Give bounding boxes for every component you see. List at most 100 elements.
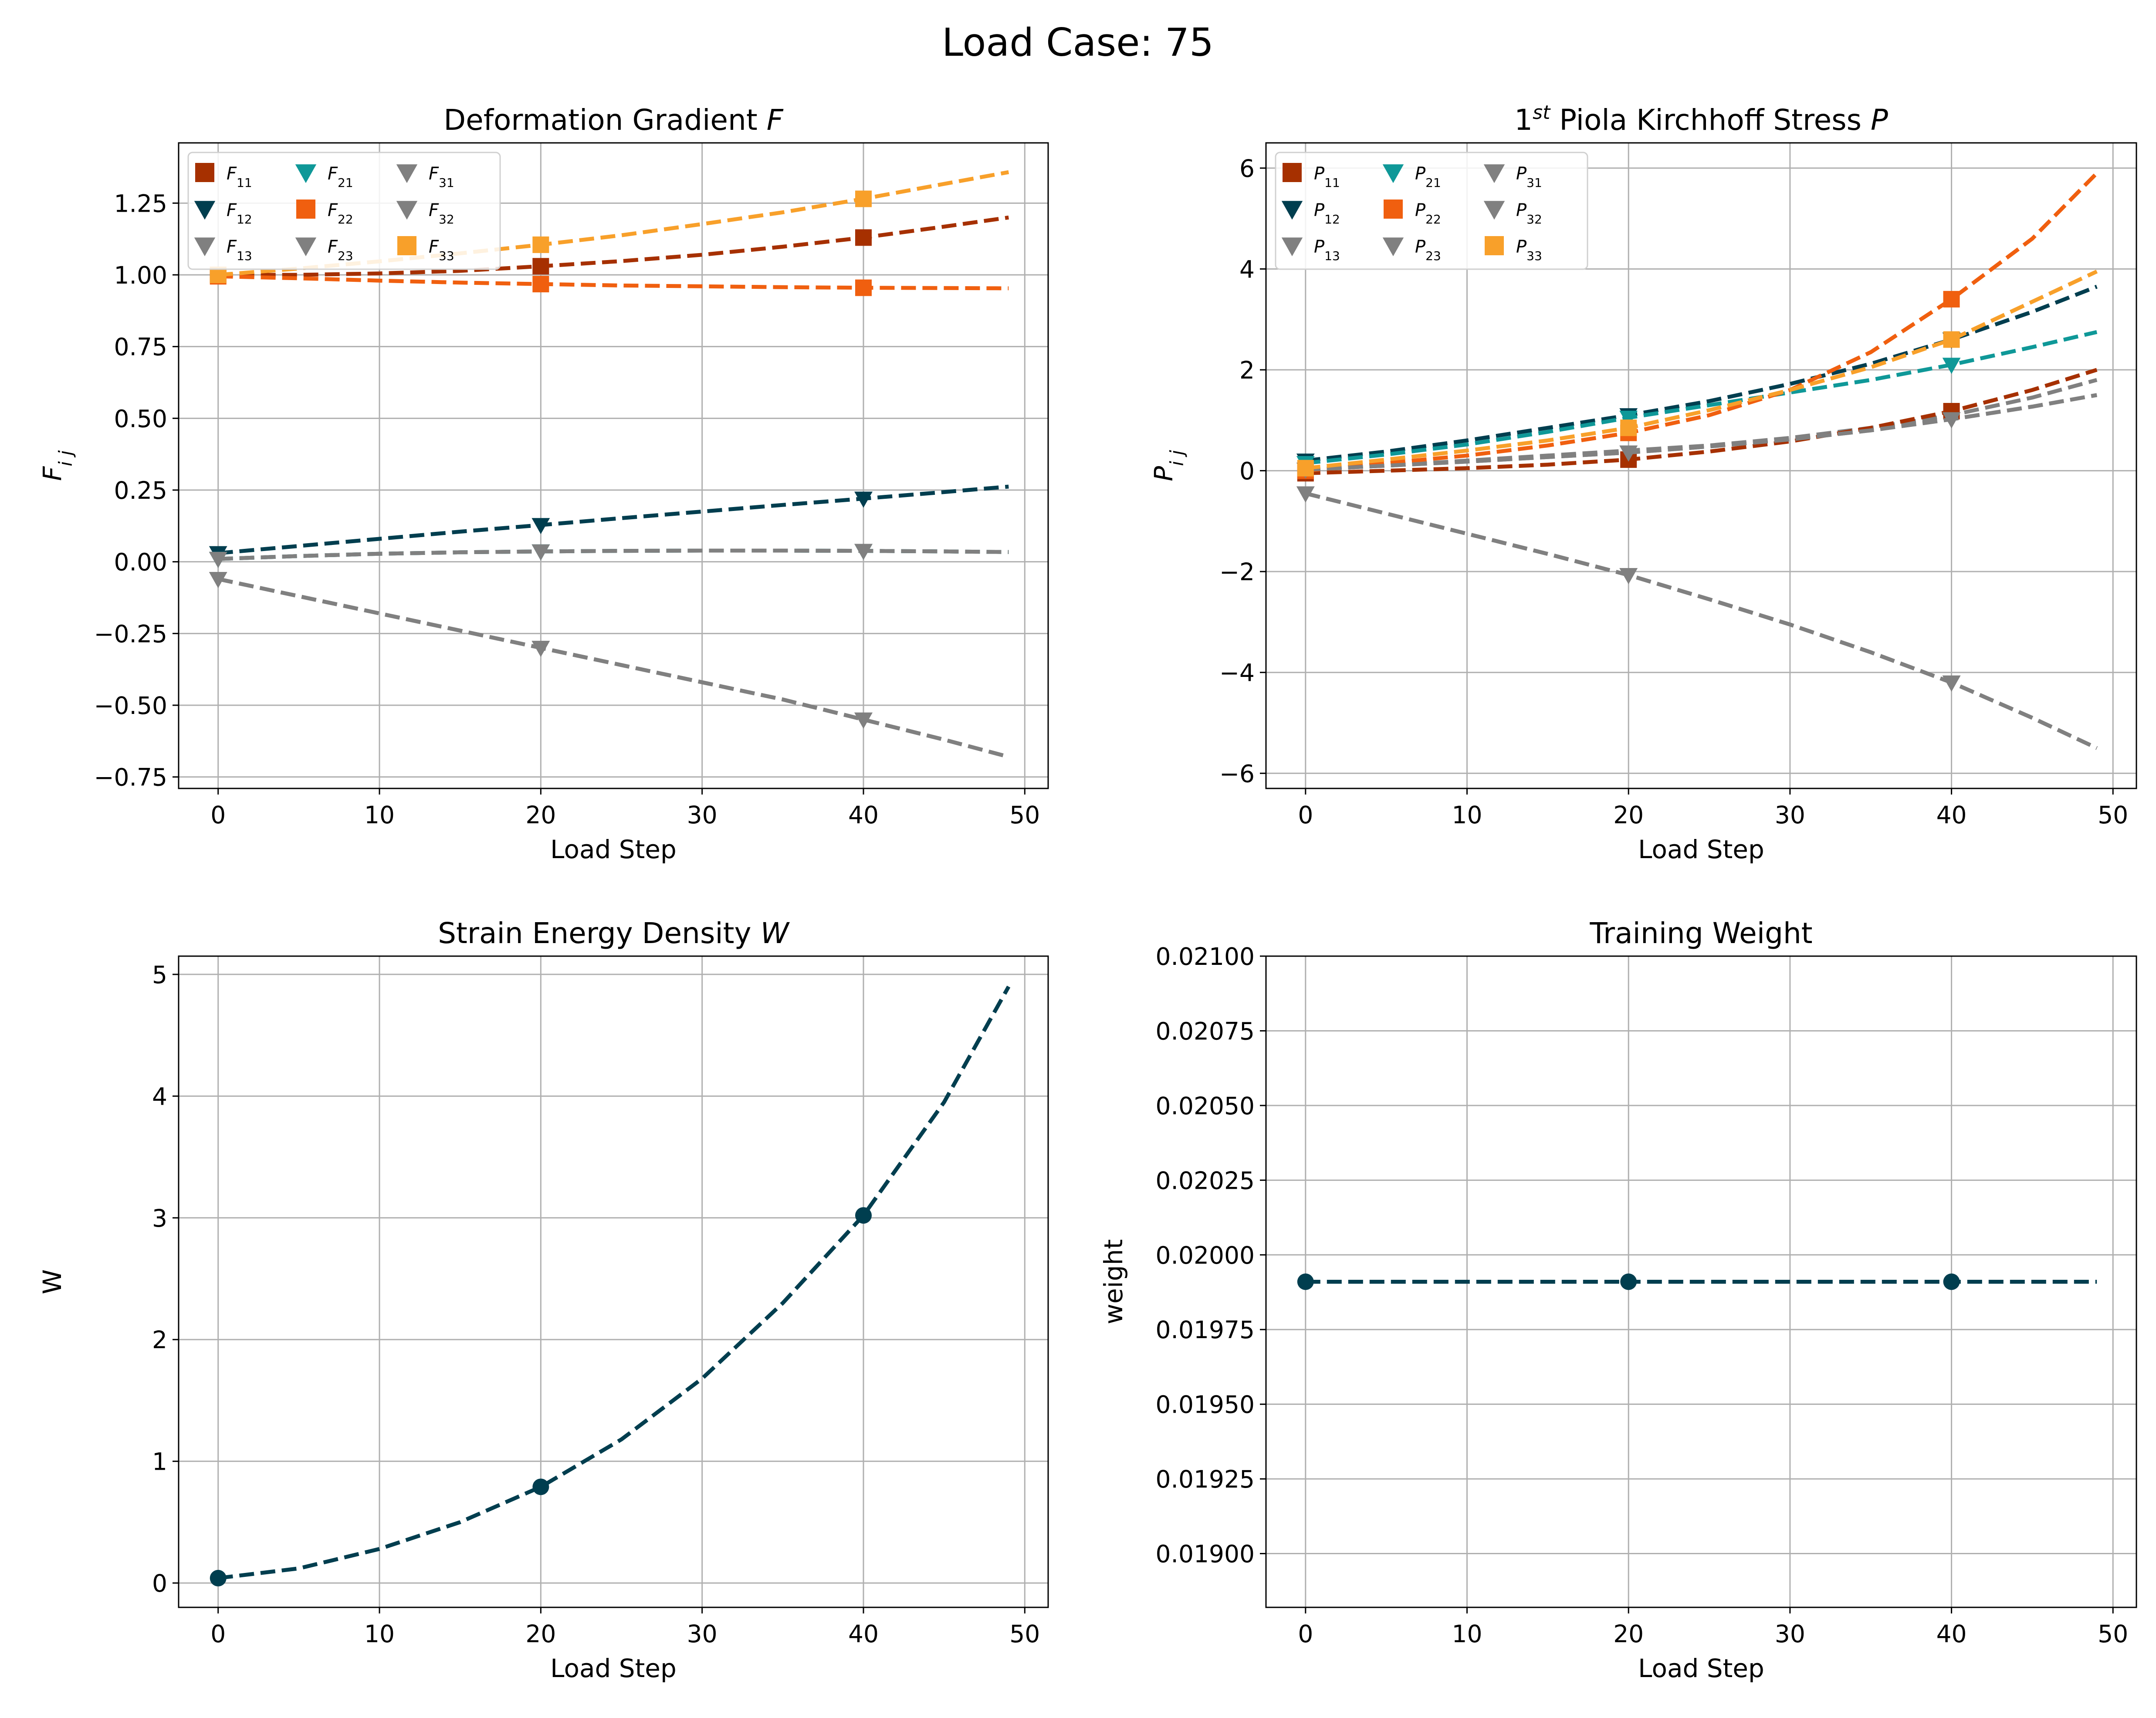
y-tick-label: −0.75 (94, 764, 167, 791)
legend-label: F13 (227, 237, 252, 263)
title-part: st (1533, 101, 1551, 124)
data-point-F11 (855, 229, 872, 246)
data-point-F33 (532, 236, 549, 253)
legend-label: F21 (328, 164, 353, 190)
y-tick-label: 6 (1239, 155, 1255, 183)
legend-item-F32: F32 (396, 200, 454, 227)
legend-label: P22 (1415, 200, 1441, 227)
legend-label-main: F (429, 200, 439, 220)
y-tick-label: 0.01950 (1156, 1391, 1255, 1419)
y-tick-label: −6 (1219, 760, 1255, 788)
title-part: W (761, 916, 790, 950)
x-tick-label: 20 (1613, 1620, 1644, 1648)
series-line-F22 (218, 274, 1009, 291)
y-tick-label: −4 (1219, 659, 1255, 687)
legend-label: F23 (328, 237, 353, 263)
data-point-weight (1943, 1273, 1960, 1290)
axes-frame (178, 955, 1049, 1608)
x-tick-label: 0 (210, 1620, 226, 1648)
y-tick-label: 2 (1239, 356, 1255, 384)
y-tick-label: 0.50 (114, 405, 167, 433)
y-axis-label-main: weight (1099, 1239, 1128, 1325)
data-point-F23 (854, 544, 873, 560)
y-tick-label: 0.02000 (1156, 1241, 1255, 1269)
data-point-F23 (531, 544, 550, 561)
legend-label-sub: 23 (338, 249, 353, 263)
axes-frame (1265, 955, 2137, 1608)
data-point-W (210, 1569, 227, 1586)
y-tick-label: 1.00 (114, 261, 167, 289)
chart-P: 0 10 20 30 40 50 −6 −4 −2 0 2 4 6 1st Piola Kirchhoff… (1149, 101, 2137, 864)
legend-item-P23: P23 (1382, 237, 1441, 263)
series-line-P21 (1305, 330, 2098, 465)
y-tick-label: 0.75 (114, 333, 167, 361)
legend-item-P13: P13 (1281, 237, 1340, 263)
legend-label: F32 (429, 200, 454, 227)
title-part: Deformation Gradient (443, 103, 766, 137)
y-axis-label: Fi j (37, 450, 76, 481)
x-tick-label: 0 (1298, 1620, 1313, 1648)
data-point-P32 (1942, 675, 1961, 692)
data-point-F33 (855, 190, 872, 207)
y-tick-label: 1.25 (114, 189, 167, 217)
legend-label-sub: 32 (439, 212, 454, 227)
series-line-P32 (1305, 491, 2098, 750)
legend-label-main: F (328, 164, 338, 184)
x-tick-label: 30 (687, 1620, 718, 1648)
legend-label-main: F (429, 237, 439, 257)
legend-label-main: P (1516, 200, 1527, 220)
y-tick-label: 0 (152, 1569, 167, 1597)
legend-item-F12: F12 (194, 200, 252, 227)
legend-item-P11: P11 (1283, 163, 1340, 190)
title-part: Strain Energy Density (438, 916, 760, 950)
legend-label: F11 (227, 164, 252, 190)
legend-item-F21: F21 (295, 164, 353, 190)
y-tick-label: 5 (152, 961, 167, 989)
axes-title: Deformation Gradient F (443, 103, 783, 137)
legend-frame (187, 152, 501, 270)
x-tick-label: 0 (1298, 801, 1313, 829)
y-axis-label-main: W (37, 1269, 67, 1294)
legend-label: F33 (429, 237, 454, 263)
x-tick-label: 50 (1009, 801, 1040, 829)
series-line-P12 (1305, 284, 2098, 463)
y-tick-label: 0.02100 (1156, 943, 1255, 971)
x-tick-label: 40 (1936, 1620, 1967, 1648)
legend-item-P12: P12 (1281, 200, 1340, 227)
y-axis-label: W (37, 1269, 67, 1294)
legend-item-F31: F31 (396, 164, 454, 190)
series-line-F11 (218, 215, 1009, 277)
x-axis-label: Load Step (1638, 835, 1764, 864)
legend-item-P31: P31 (1483, 164, 1542, 190)
legend-frame (1275, 152, 1588, 270)
legend-label: P23 (1415, 237, 1441, 263)
x-tick-label: 30 (1775, 1620, 1805, 1648)
series-line-P33 (1305, 270, 2098, 470)
legend-item-F23: F23 (295, 237, 353, 263)
series-line-W (218, 985, 1011, 1580)
legend-marker (396, 201, 418, 220)
data-point-weight (1297, 1273, 1314, 1290)
plot-area (1296, 172, 2098, 750)
legend-label-sub: 12 (237, 212, 252, 227)
legend-label-main: P (1516, 237, 1527, 257)
chart-weight: 0 10 20 30 40 50 0.01900 0.01925 0.01950 0.01975 0… (1099, 916, 2137, 1683)
legend-item-P33: P33 (1485, 236, 1542, 263)
data-point-weight (1620, 1273, 1637, 1290)
legend-marker (295, 237, 317, 257)
data-point-W (855, 1207, 872, 1224)
legend-label-sub: 21 (1425, 176, 1441, 190)
data-point-F12 (854, 491, 873, 508)
data-point-P32 (1619, 568, 1638, 585)
x-tick-label: 20 (525, 1620, 556, 1648)
series-line-P23 (1305, 393, 2097, 472)
data-point-F22 (855, 279, 872, 296)
chart-F: 0 10 20 30 40 50 −0.75 −0.50 −0.25 0.00 0.25 0.50 0.… (37, 103, 1049, 864)
legend-label-sub: 22 (1425, 212, 1441, 227)
data-point-P33 (1943, 331, 1960, 348)
y-tick-label: 0.01925 (1156, 1465, 1255, 1493)
legend-label-main: P (1415, 164, 1426, 184)
